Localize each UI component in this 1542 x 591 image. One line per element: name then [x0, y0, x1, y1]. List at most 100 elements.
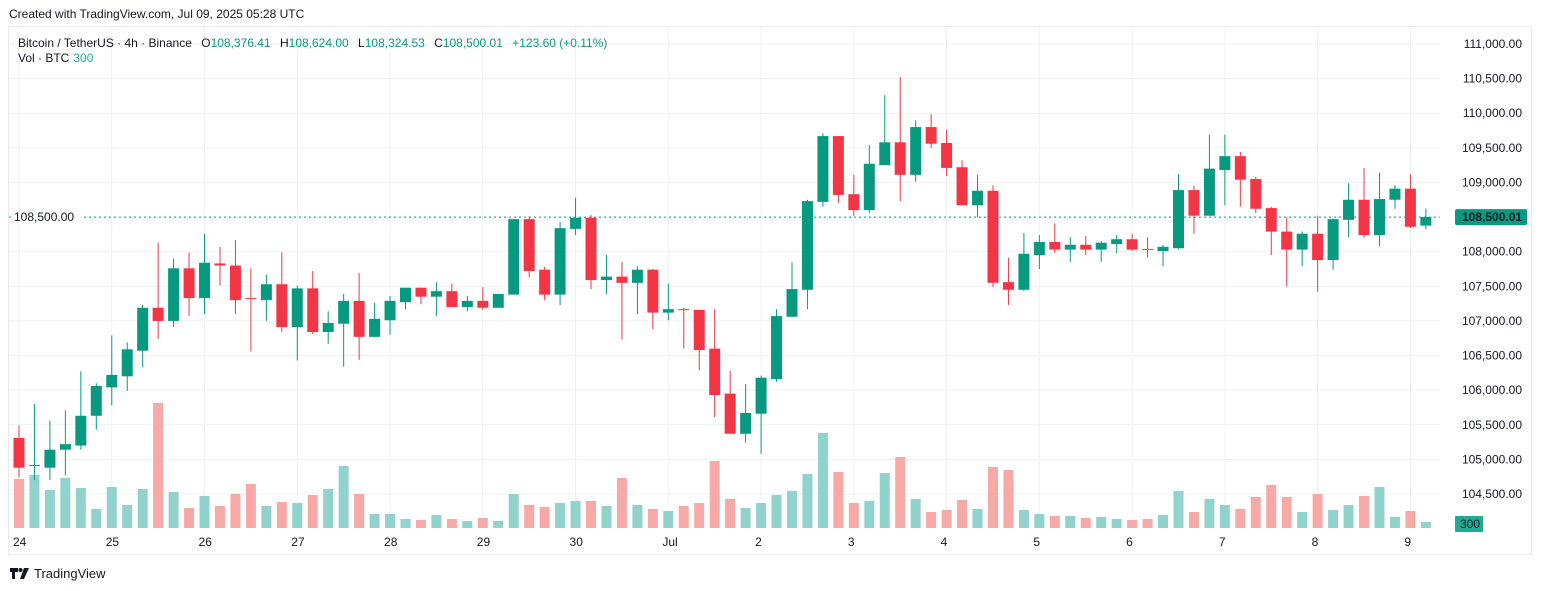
price-tick-label: 107,000.00 — [1462, 314, 1522, 328]
volume-bar — [647, 509, 658, 528]
volume-bar — [29, 475, 40, 528]
volume-bar — [1173, 491, 1184, 528]
candle-body — [1111, 239, 1123, 245]
symbol-title[interactable]: Bitcoin / TetherUS · 4h · Binance — [18, 36, 192, 50]
volume-bar — [214, 506, 225, 528]
volume-bar — [462, 521, 473, 528]
candle-body — [1373, 199, 1385, 236]
candle-body — [183, 268, 195, 299]
candle-body — [771, 316, 783, 380]
volume-bar — [1018, 510, 1029, 528]
volume-bar — [1420, 522, 1431, 528]
candle-body — [956, 167, 968, 206]
low-value: 108,324.53 — [364, 36, 425, 50]
volume-bar — [1127, 520, 1138, 528]
time-tick-label: 24 — [13, 535, 27, 549]
volume-bar — [616, 478, 627, 528]
candle-body — [1312, 233, 1324, 260]
candle-body — [276, 284, 288, 328]
volume-bar — [1328, 510, 1339, 528]
volume-label[interactable]: Vol · BTC — [18, 51, 70, 65]
volume-bar — [1374, 487, 1385, 528]
candle-body — [941, 142, 953, 168]
candle-body — [1173, 190, 1184, 249]
volume-bar — [1297, 512, 1308, 528]
candle-body — [44, 449, 56, 468]
candle-body — [90, 385, 102, 416]
candle-body — [539, 269, 551, 295]
candle-body — [214, 263, 226, 266]
candle-body — [1219, 156, 1231, 170]
candle-body — [59, 444, 71, 450]
time-tick-label: 3 — [848, 535, 855, 549]
last-price-badge-bg — [1455, 209, 1527, 226]
candle-body — [894, 142, 906, 175]
volume-bar — [1065, 516, 1076, 528]
time-tick-label: 29 — [477, 535, 491, 549]
volume-bar — [1250, 497, 1261, 528]
price-tick-label: 109,500.00 — [1462, 141, 1522, 155]
candle-body — [1142, 248, 1154, 250]
candle-body — [910, 127, 922, 175]
candle-body — [863, 163, 875, 211]
candle-body — [415, 287, 427, 297]
candle-body — [1064, 244, 1076, 250]
candle-body — [400, 287, 411, 303]
candle-body — [740, 412, 752, 434]
volume-bar — [601, 506, 612, 528]
candle-body — [1281, 231, 1293, 250]
candle-body — [430, 291, 442, 297]
volume-bar — [817, 433, 828, 528]
volume-bar — [570, 501, 581, 528]
candle-body — [1358, 199, 1370, 236]
candle-body — [786, 289, 798, 317]
time-axis: 24 25 26 27 28 29 30 Jul 2 3 4 5 6 7 8 9 — [13, 535, 1411, 549]
change-value: +123.60 (+0.11%) — [512, 36, 608, 50]
volume-bar — [864, 501, 875, 528]
candle-body — [13, 437, 25, 468]
tradingview-logo[interactable]: TradingView — [10, 566, 106, 581]
chart-frame — [8, 26, 1532, 555]
volume-bar — [307, 495, 318, 528]
candle-body — [817, 136, 829, 202]
volume-bar — [446, 519, 457, 528]
volume-bar — [632, 505, 643, 528]
volume-bar — [910, 499, 921, 528]
volume-bar — [385, 514, 396, 528]
volume-bar — [1389, 517, 1400, 528]
volume-value: 300 — [73, 51, 94, 65]
price-tick-label: 110,000.00 — [1463, 106, 1522, 120]
volume-bar — [354, 494, 365, 528]
candle-body — [647, 269, 659, 313]
volume-bar — [1142, 519, 1153, 528]
volume-bar — [1219, 505, 1230, 528]
candle-body — [1250, 178, 1262, 209]
volume-bar — [276, 502, 287, 528]
last-volume-badge: 300 — [1455, 516, 1483, 532]
time-tick-label: 26 — [199, 535, 213, 549]
volume-bar — [957, 500, 968, 528]
candle-body — [492, 293, 504, 308]
price-tick-label: 109,000.00 — [1462, 175, 1522, 189]
price-tick-label: 108,500.00 — [14, 210, 74, 224]
ohlc-legend: Bitcoin / TetherUS · 4h · Binance O108,3… — [18, 35, 609, 51]
volume-bar — [184, 508, 195, 528]
volume-bar — [740, 508, 751, 528]
volume-bar — [725, 499, 736, 528]
close-label: C — [434, 36, 443, 50]
candle-body — [1080, 244, 1092, 250]
candle-body — [987, 190, 999, 283]
volume-bars — [14, 403, 1431, 528]
time-tick-label: Jul — [662, 535, 677, 549]
low-label: L — [358, 36, 365, 50]
price-tick-label: 105,500.00 — [1462, 418, 1522, 432]
candle-body — [353, 300, 365, 337]
volume-bar — [678, 506, 689, 528]
volume-bar — [75, 488, 86, 528]
last-price-label: 108,500.01 — [1462, 210, 1522, 224]
price-tick-label: 107,500.00 — [1462, 279, 1522, 293]
high-value: 108,624.00 — [288, 36, 349, 50]
volume-bar — [1080, 518, 1091, 528]
candle-body — [848, 194, 860, 211]
